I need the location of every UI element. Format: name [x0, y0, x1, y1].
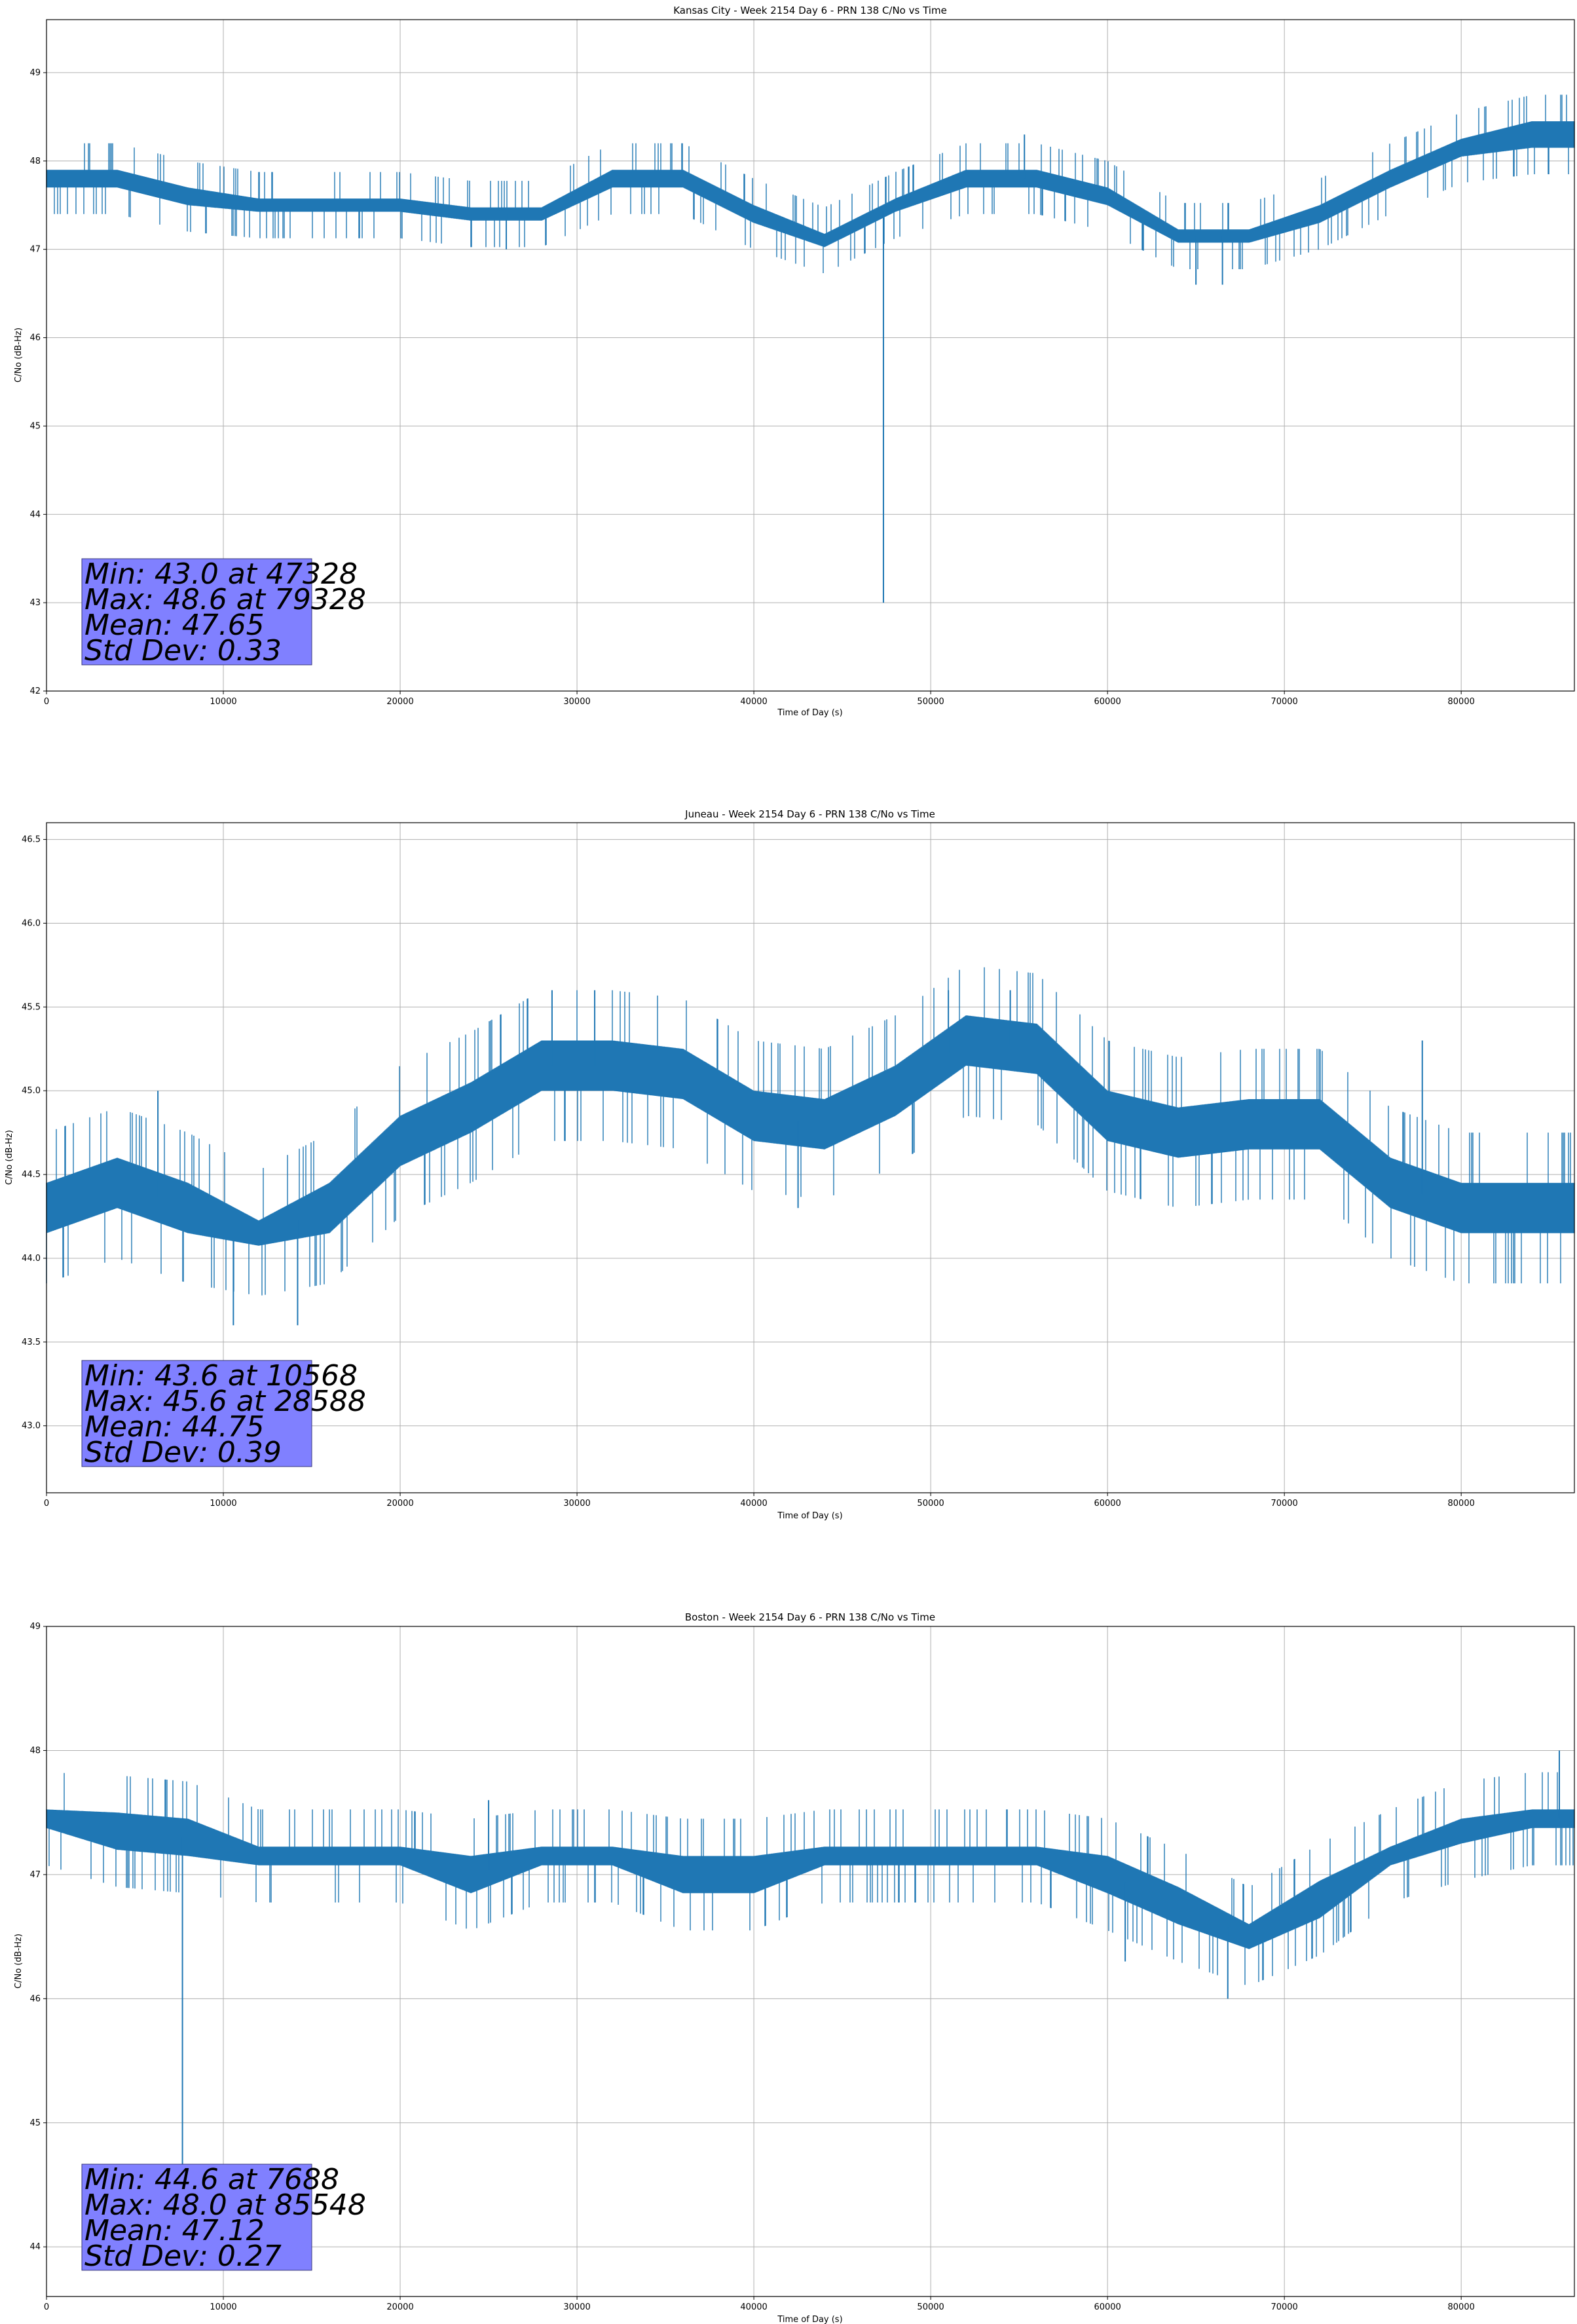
- x-axis-label: Time of Day (s): [777, 2315, 842, 2324]
- x-tick-label: 60000: [1094, 1499, 1121, 1509]
- x-tick-label: 50000: [917, 2302, 944, 2312]
- x-tick-label: 70000: [1271, 697, 1297, 707]
- chart-title: Boston - Week 2154 Day 6 - PRN 138 C/No …: [685, 1611, 935, 1623]
- chart-title: Juneau - Week 2154 Day 6 - PRN 138 C/No …: [684, 808, 935, 820]
- y-tick-label: 47: [29, 245, 41, 255]
- x-tick-label: 0: [44, 697, 49, 707]
- stats-line: Min: 44.6 at 7688: [84, 2163, 339, 2196]
- y-tick-label: 45: [29, 421, 41, 431]
- y-tick-label: 48: [29, 157, 41, 166]
- x-tick-label: 80000: [1448, 1499, 1475, 1509]
- y-tick-label: 44.0: [22, 1254, 41, 1264]
- chart-panel-juneau: Juneau - Week 2154 Day 6 - PRN 138 C/No …: [5, 808, 1575, 1521]
- x-tick-label: 40000: [740, 1499, 767, 1509]
- x-tick-label: 70000: [1271, 2302, 1297, 2312]
- chart-title: Kansas City - Week 2154 Day 6 - PRN 138 …: [673, 5, 947, 16]
- y-tick-label: 47: [29, 1870, 41, 1880]
- x-tick-label: 70000: [1271, 1499, 1297, 1509]
- y-tick-label: 44: [29, 2242, 41, 2252]
- x-tick-label: 30000: [563, 697, 590, 707]
- axes-frame: [46, 822, 1575, 1493]
- stats-box: [81, 558, 312, 665]
- stats-line: Mean: 47.65: [84, 609, 265, 642]
- y-tick-label: 49: [29, 1622, 41, 1632]
- x-tick-label: 0: [44, 2302, 49, 2312]
- x-tick-label: 80000: [1448, 697, 1475, 707]
- x-tick-label: 0: [44, 1499, 49, 1509]
- y-tick-label: 49: [29, 68, 41, 78]
- y-tick-label: 48: [29, 1746, 41, 1755]
- y-tick-label: 45.0: [22, 1086, 41, 1096]
- y-tick-label: 43: [29, 598, 41, 608]
- stats-line: Max: 48.0 at 85548: [84, 2188, 366, 2222]
- x-tick-label: 30000: [563, 2302, 590, 2312]
- x-tick-label: 10000: [210, 2302, 236, 2312]
- stats-box: [81, 2164, 312, 2271]
- stats-line: Max: 48.6 at 79328: [84, 583, 366, 616]
- axes-frame: [46, 19, 1575, 692]
- y-tick-label: 45.5: [22, 1002, 41, 1012]
- stats-line: Std Dev: 0.27: [84, 2240, 282, 2273]
- x-tick-label: 40000: [740, 2302, 767, 2312]
- stats-line: Mean: 44.75: [84, 1410, 265, 1444]
- y-tick-label: 44: [29, 510, 41, 519]
- x-tick-label: 30000: [563, 1499, 590, 1509]
- x-tick-label: 20000: [386, 697, 413, 707]
- stats-line: Std Dev: 0.39: [84, 1436, 282, 1469]
- chart-panel-boston: Boston - Week 2154 Day 6 - PRN 138 C/No …: [14, 1611, 1575, 2324]
- x-axis-label: Time of Day (s): [777, 708, 842, 718]
- x-tick-label: 10000: [210, 1499, 236, 1509]
- y-tick-label: 43.0: [22, 1421, 41, 1431]
- y-tick-label: 43.5: [22, 1338, 41, 1347]
- chart-panel-kansas-city: Kansas City - Week 2154 Day 6 - PRN 138 …: [14, 5, 1575, 718]
- x-tick-label: 80000: [1448, 2302, 1475, 2312]
- stats-line: Min: 43.0 at 47328: [84, 557, 358, 591]
- y-tick-label: 45: [29, 2118, 41, 2128]
- x-tick-label: 40000: [740, 697, 767, 707]
- stats-box: [81, 1360, 312, 1467]
- stats-line: Min: 43.6 at 10568: [84, 1359, 358, 1393]
- y-axis-label: C/No (dB-Hz): [14, 1934, 24, 1989]
- x-tick-label: 60000: [1094, 2302, 1121, 2312]
- stats-line: Mean: 47.12: [84, 2214, 265, 2247]
- x-tick-label: 50000: [917, 697, 944, 707]
- x-tick-label: 20000: [386, 1499, 413, 1509]
- y-tick-label: 46.0: [22, 918, 41, 928]
- y-axis-label: C/No (dB-Hz): [14, 328, 24, 383]
- x-axis-label: Time of Day (s): [777, 1511, 842, 1521]
- x-tick-label: 20000: [386, 2302, 413, 2312]
- y-tick-label: 44.5: [22, 1170, 41, 1180]
- stats-line: Max: 45.6 at 28588: [84, 1385, 366, 1418]
- y-axis-label: C/No (dB-Hz): [5, 1130, 14, 1185]
- y-tick-label: 46.5: [22, 835, 41, 845]
- y-tick-label: 46: [29, 333, 41, 343]
- x-tick-label: 60000: [1094, 697, 1121, 707]
- axes-frame: [46, 1626, 1575, 2297]
- y-tick-label: 46: [29, 1994, 41, 2004]
- y-tick-label: 42: [29, 686, 41, 696]
- x-tick-label: 50000: [917, 1499, 944, 1509]
- x-tick-label: 10000: [210, 697, 236, 707]
- stats-line: Std Dev: 0.33: [84, 634, 282, 667]
